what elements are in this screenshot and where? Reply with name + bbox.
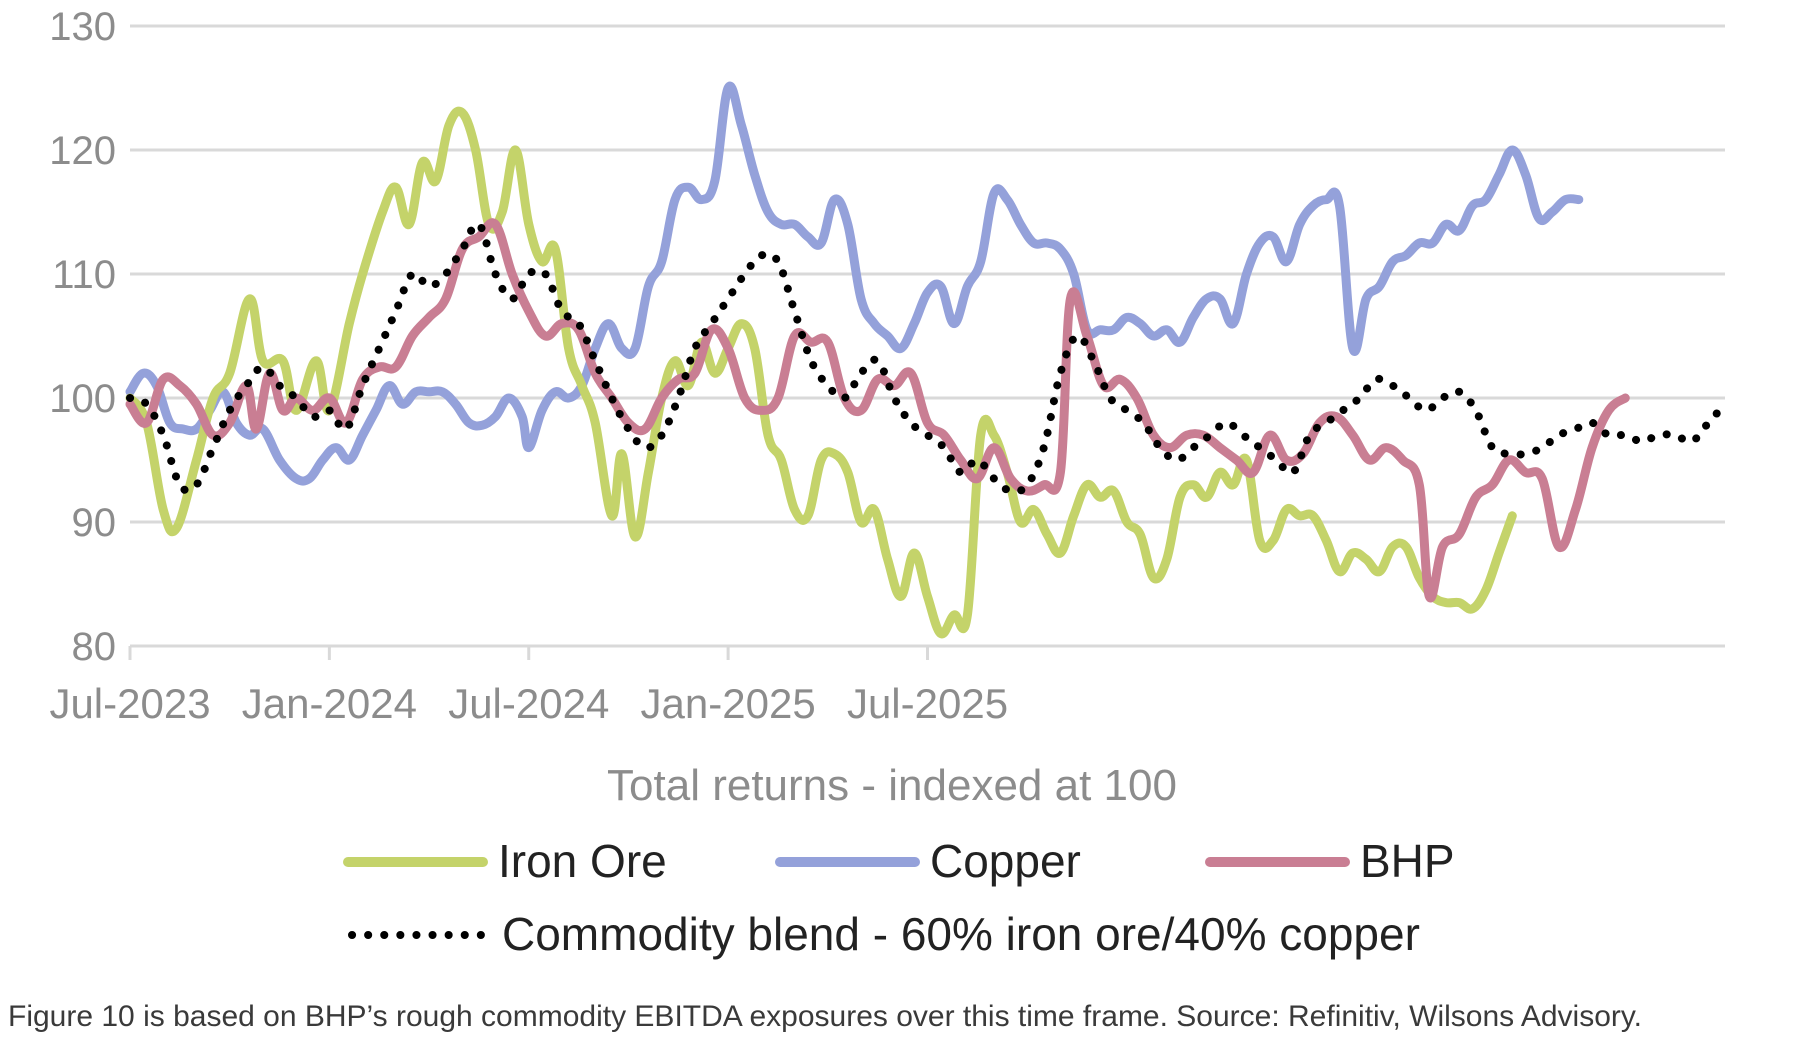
legend-label: Copper [930, 835, 1081, 887]
gridlines [130, 24, 1725, 648]
series-lines [125, 81, 1729, 639]
y-axis-ticks: 80 90 100 110 120 130 [49, 5, 116, 669]
legend-label: Commodity blend - 60% iron ore/40% coppe… [502, 908, 1420, 960]
y-tick-label: 100 [49, 377, 116, 421]
x-tick-label: Jul-2024 [448, 680, 609, 727]
footnote: Figure 10 is based on BHP’s rough commod… [8, 1000, 1642, 1033]
y-tick-label: 130 [49, 5, 116, 49]
x-tick-label: Jan-2024 [242, 680, 417, 727]
series-commodity-blend-60-iron-ore-40-copper-line [126, 219, 1729, 496]
y-tick-label: 110 [52, 253, 116, 297]
x-tick-label: Jan-2025 [641, 680, 816, 727]
y-tick-label: 90 [72, 501, 117, 545]
x-tick-label: Jul-2025 [847, 680, 1008, 727]
x-tick-label: Jul-2023 [49, 680, 210, 727]
x-axis-ticks: Jul-2023 Jan-2024 Jul-2024 Jan-2025 Jul-2025 [49, 646, 1008, 727]
legend-label: Iron Ore [498, 835, 667, 887]
x-axis-label: Total returns - indexed at 100 [607, 761, 1177, 810]
series-copper-line [125, 81, 1584, 486]
series-iron-ore-line [125, 106, 1517, 639]
legend-label: BHP [1360, 835, 1455, 887]
legend: Iron Ore Copper BHP Commodity blend - 60% i… [343, 835, 1455, 960]
y-tick-label: 80 [72, 625, 117, 669]
y-tick-label: 120 [49, 129, 116, 173]
